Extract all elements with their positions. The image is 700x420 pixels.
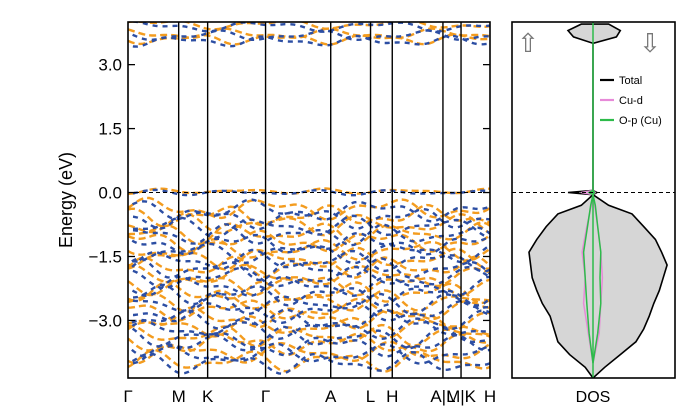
kpoint-label: M <box>172 387 186 406</box>
dos-x-axis-label: DOS <box>576 389 611 406</box>
dos-curve-total <box>528 23 668 378</box>
kpath-dividers <box>177 22 462 378</box>
legend-label: Total <box>619 75 642 87</box>
blue-band-line <box>128 299 490 325</box>
blue-band-line <box>128 231 490 256</box>
y-tick-label: 1.5 <box>98 120 122 139</box>
orange-band-line <box>128 187 490 196</box>
kpoint-label: Γ <box>123 387 132 406</box>
y-tick-label: 3.0 <box>98 56 122 75</box>
blue-band-line <box>128 283 490 307</box>
kpoint-label: A|L <box>430 387 455 406</box>
orange-band-line <box>128 340 490 365</box>
blue-band-line <box>128 350 490 375</box>
y-tick-label: 0.0 <box>98 184 122 203</box>
blue-band-line <box>128 29 490 42</box>
kpoint-label: H <box>484 387 496 406</box>
blue-band-line <box>128 275 490 298</box>
y-tick-label: −1.5 <box>88 247 122 266</box>
orange-band-line <box>128 246 490 271</box>
y-tick-label: −3.0 <box>88 311 122 330</box>
dos-panel-frame <box>511 21 676 379</box>
kpoint-label: H <box>386 387 398 406</box>
kpoint-label: A <box>325 387 337 406</box>
dos-legend: Total Cu-d O-p (Cu) <box>600 75 662 127</box>
blue-band-line <box>128 257 490 282</box>
y-axis-label: Energy (eV) <box>56 152 76 248</box>
legend-label: Cu-d <box>619 95 643 107</box>
blue-band-line <box>128 34 490 48</box>
spin-up-arrow-icon: ⇧ <box>517 28 539 58</box>
orange-band-line <box>128 33 490 46</box>
orange-band-line <box>128 255 490 279</box>
kpoint-label: L <box>366 387 375 406</box>
dos-panel: ⇧ ⇩ Total Cu-d O-p (Cu) DOS <box>511 21 676 406</box>
spin-down-arrow-icon: ⇩ <box>639 28 661 58</box>
orange-band-line <box>128 289 490 313</box>
blue-band-line <box>128 248 490 273</box>
blue-band-line <box>128 207 490 231</box>
legend-label: O-p (Cu) <box>619 115 662 127</box>
orange-band-line <box>128 323 490 348</box>
orange-band-line <box>128 306 490 331</box>
orange-band-line <box>128 315 490 339</box>
dos-curves <box>528 22 668 378</box>
band-panel-frame <box>127 21 491 379</box>
orange-band-line <box>128 348 490 373</box>
blue-band-line <box>128 317 490 341</box>
orange-band-line <box>128 229 490 253</box>
blue-band-line <box>128 242 490 265</box>
blue-band-line <box>128 325 490 350</box>
blue-band-line <box>128 223 490 247</box>
blue-band-line <box>128 342 490 365</box>
band-structure-panel: 3.01.50.0−1.5−3.0 Γ M K Γ A L H A|LM|K H Energy … <box>56 21 496 406</box>
kpoint-label: M|K <box>446 387 477 406</box>
band-lines <box>128 22 490 375</box>
y-axis-ticks: 3.0 1.5 0.0 −1.5 −3.0 <box>88 56 490 330</box>
kpoint-label: Γ <box>261 387 270 406</box>
blue-band-line <box>128 333 490 358</box>
orange-band-line <box>128 212 490 237</box>
kpoint-label: K <box>202 387 214 406</box>
x-axis-kpoint-labels: Γ M K Γ A L H A|LM|K H <box>123 387 496 406</box>
blue-band-line <box>128 291 490 316</box>
